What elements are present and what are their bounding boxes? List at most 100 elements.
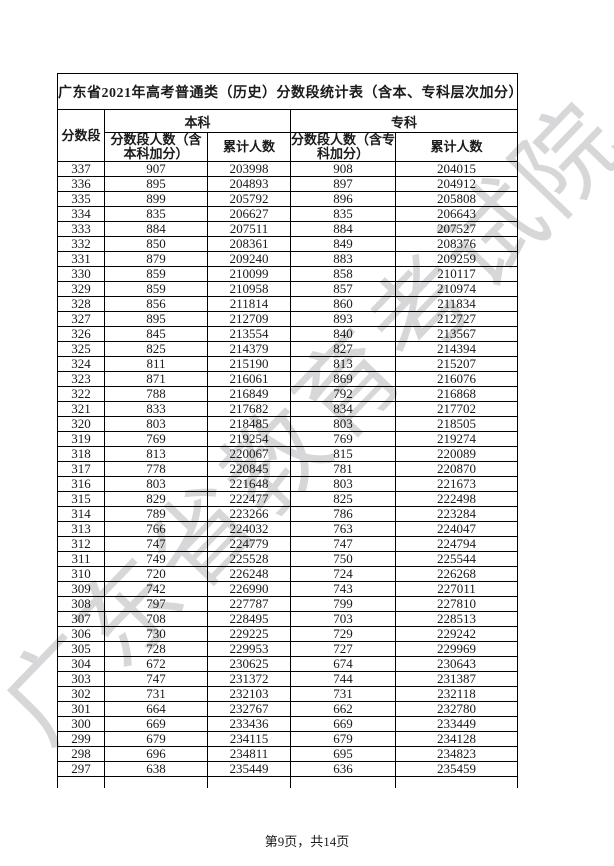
- table-row: 315 829 222477 825 222498: [57, 491, 519, 507]
- table-cell: 728: [104, 641, 208, 657]
- table-cell: 204893: [207, 176, 291, 192]
- table-cell: 792: [290, 386, 396, 402]
- table-cell: 908: [290, 161, 396, 177]
- header-group-college: 专科: [289, 109, 519, 133]
- table-row: 312 747 224779 747 224794: [57, 536, 519, 552]
- table-cell: 213567: [394, 326, 519, 342]
- table-cell: 309: [57, 581, 105, 597]
- table-cell: 857: [290, 281, 396, 297]
- table-cell: 204912: [394, 176, 519, 192]
- table-cell: 232767: [207, 701, 291, 717]
- table-cell: 778: [104, 461, 208, 477]
- table-cell: 858: [290, 266, 396, 282]
- table-cell: 321: [57, 401, 105, 417]
- table-cell: 209259: [394, 251, 519, 267]
- header-undergrad-count-line1: 分数段人数（含: [110, 132, 202, 147]
- partial-row-stub: [57, 776, 519, 788]
- table-row: 303 747 231372 744 231387: [57, 671, 519, 687]
- table-row: 337 907 203998 908 204015: [57, 161, 519, 177]
- table-row: 325 825 214379 827 214394: [57, 341, 519, 357]
- table-row: 327 895 212709 893 212727: [57, 311, 519, 327]
- table-cell: 230643: [394, 656, 519, 672]
- table-cell: 336: [57, 176, 105, 192]
- table-cell: 229225: [207, 626, 291, 642]
- stub-cell: [207, 776, 291, 788]
- table-cell: 788: [104, 386, 208, 402]
- table-cell: 208361: [207, 236, 291, 252]
- table-row: 302 731 232103 731 232118: [57, 686, 519, 702]
- table-row: 317 778 220845 781 220870: [57, 461, 519, 477]
- table-cell: 323: [57, 371, 105, 387]
- header-college-count-line2: 科加分）: [316, 146, 369, 161]
- table-cell: 206643: [394, 206, 519, 222]
- table-cell: 311: [57, 551, 105, 567]
- table-cell: 211834: [394, 296, 519, 312]
- table-cell: 316: [57, 476, 105, 492]
- table-cell: 229242: [394, 626, 519, 642]
- table-cell: 669: [290, 716, 396, 732]
- group-header-row: 分数段 本科 专科: [57, 109, 519, 162]
- table-row: 309 742 226990 743 227011: [57, 581, 519, 597]
- table-cell: 223284: [394, 506, 519, 522]
- table-cell: 724: [290, 566, 396, 582]
- table-cell: 306: [57, 626, 105, 642]
- table-cell: 856: [104, 296, 208, 312]
- table-cell: 224794: [394, 536, 519, 552]
- table-cell: 301: [57, 701, 105, 717]
- table-cell: 884: [104, 221, 208, 237]
- table-row: 311 749 225528 750 225544: [57, 551, 519, 567]
- table-cell: 233436: [207, 716, 291, 732]
- table-row: 313 766 224032 763 224047: [57, 521, 519, 537]
- header-score-segment: 分数段: [57, 109, 105, 162]
- table-cell: 216849: [207, 386, 291, 402]
- table-cell: 859: [104, 281, 208, 297]
- table-cell: 742: [104, 581, 208, 597]
- table-cell: 747: [104, 671, 208, 687]
- table-cell: 326: [57, 326, 105, 342]
- table-header: 广东省2021年高考普通类（历史）分数段统计表（含本、专科层次加分） 分数段 本…: [56, 73, 519, 162]
- table-cell: 230625: [207, 656, 291, 672]
- table-cell: 850: [104, 236, 208, 252]
- table-cell: 313: [57, 521, 105, 537]
- table-row: 297 638 235449 636 235459: [57, 761, 519, 777]
- table-cell: 224047: [394, 521, 519, 537]
- table-cell: 319: [57, 431, 105, 447]
- table-cell: 781: [290, 461, 396, 477]
- table-cell: 317: [57, 461, 105, 477]
- table-cell: 221648: [207, 476, 291, 492]
- table-cell: 330: [57, 266, 105, 282]
- table-cell: 883: [290, 251, 396, 267]
- table-row: 328 856 211814 860 211834: [57, 296, 519, 312]
- table-row: 332 850 208361 849 208376: [57, 236, 519, 252]
- header-group-undergraduate: 本科: [104, 109, 291, 133]
- table-cell: 638: [104, 761, 208, 777]
- table-cell: 211814: [207, 296, 291, 312]
- table-cell: 813: [104, 446, 208, 462]
- table-cell: 305: [57, 641, 105, 657]
- table-cell: 763: [290, 521, 396, 537]
- table-cell: 229969: [394, 641, 519, 657]
- table-cell: 300: [57, 716, 105, 732]
- table-body: 337 907 203998 908 204015 336 895 204893 897 2049…: [57, 161, 519, 777]
- table-cell: 220870: [394, 461, 519, 477]
- table-cell: 228513: [394, 611, 519, 627]
- table-cell: 297: [57, 761, 105, 777]
- table-cell: 214379: [207, 341, 291, 357]
- table-cell: 218485: [207, 416, 291, 432]
- table-cell: 895: [104, 311, 208, 327]
- table-cell: 209240: [207, 251, 291, 267]
- sub-header-row: 分数段人数（含 本科加分） 累计人数 分数段人数（含专 科加分） 累计人数: [58, 132, 519, 162]
- table-cell: 803: [290, 476, 396, 492]
- table-cell: 220845: [207, 461, 291, 477]
- table-cell: 218505: [394, 416, 519, 432]
- table-cell: 235449: [207, 761, 291, 777]
- table-cell: 835: [290, 206, 396, 222]
- table-cell: 220067: [207, 446, 291, 462]
- table-cell: 318: [57, 446, 105, 462]
- table-cell: 235459: [394, 761, 519, 777]
- table-cell: 302: [57, 686, 105, 702]
- table-cell: 233449: [394, 716, 519, 732]
- table-cell: 813: [290, 356, 396, 372]
- table-cell: 220089: [394, 446, 519, 462]
